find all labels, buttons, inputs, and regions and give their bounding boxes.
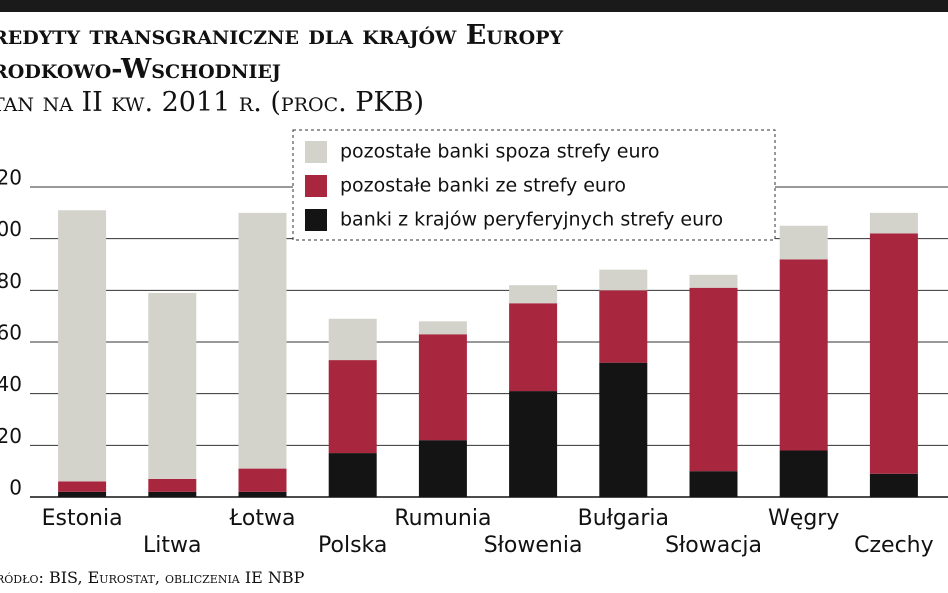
- bar-segment: [779, 450, 828, 497]
- bar-segment: [599, 269, 648, 291]
- legend-label: banki z krajów peryferyjnych strefy euro: [340, 209, 723, 231]
- legend-swatch: [305, 175, 327, 197]
- bar-segment: [148, 478, 197, 492]
- legend-swatch: [305, 141, 327, 163]
- bar-segment: [238, 468, 287, 492]
- bar-segment: [328, 453, 377, 497]
- bar-segment: [509, 391, 558, 497]
- legend-swatch: [305, 209, 327, 231]
- legend-label: pozostałe banki ze strefy euro: [340, 175, 626, 197]
- x-tick-label: Estonia: [42, 506, 123, 531]
- x-tick-label: Litwa: [143, 533, 201, 558]
- x-tick-label: Węgry: [768, 506, 839, 531]
- bar-segment: [689, 274, 738, 288]
- source: ródło: BIS, Eurostat, obliczenia IE NBP: [0, 568, 305, 587]
- bar-segment: [689, 287, 738, 472]
- y-tick-label: 0: [9, 476, 22, 500]
- legend-box: [292, 129, 776, 241]
- bar-segment: [509, 303, 558, 392]
- x-tick-label: Łotwa: [229, 506, 296, 531]
- y-tick-label: 100: [0, 217, 22, 241]
- y-tick-label: 20: [0, 424, 22, 448]
- bar-segment: [418, 334, 467, 441]
- bar-segment: [238, 491, 287, 497]
- chart-subtitle: tan na II kw. 2011 r. (proc. PKB): [0, 87, 424, 118]
- x-tick-label: Rumunia: [394, 506, 491, 531]
- chart-title: rodkowo-Wschodniej: [0, 54, 281, 85]
- bar-segment: [869, 233, 918, 474]
- y-tick-label: 60: [0, 321, 22, 345]
- bar-segment: [779, 225, 828, 260]
- bar-segment: [869, 212, 918, 234]
- x-tick-label: Bułgaria: [578, 506, 669, 531]
- bar-segment: [418, 321, 467, 335]
- top-band: [0, 0, 948, 12]
- y-tick-label: 40: [0, 372, 22, 396]
- bar-segment: [148, 292, 197, 479]
- x-tick-label: Słowacja: [665, 533, 762, 558]
- bar-segment: [328, 318, 377, 361]
- bar-segment: [238, 212, 287, 469]
- bar-segment: [509, 285, 558, 304]
- y-tick-label: 80: [0, 269, 22, 293]
- bar-segment: [58, 491, 107, 497]
- x-tick-label: Polska: [318, 533, 387, 558]
- chart-title: redyty transgraniczne dla krajów Europy: [0, 20, 564, 51]
- bar-segment: [689, 471, 738, 497]
- legend-label: pozostałe banki spoza strefy euro: [340, 141, 660, 163]
- x-tick-label: Czechy: [854, 533, 934, 558]
- bar-segment: [148, 491, 197, 497]
- bar-segment: [599, 362, 648, 497]
- bar-segment: [779, 259, 828, 451]
- bar-segment: [58, 210, 107, 482]
- x-tick-label: Słowenia: [484, 533, 583, 558]
- bar-segment: [328, 360, 377, 454]
- bar-segment: [418, 440, 467, 497]
- bar-segment: [58, 481, 107, 492]
- bar-segment: [869, 473, 918, 497]
- y-tick-label: 120: [0, 166, 22, 190]
- bar-segment: [599, 290, 648, 363]
